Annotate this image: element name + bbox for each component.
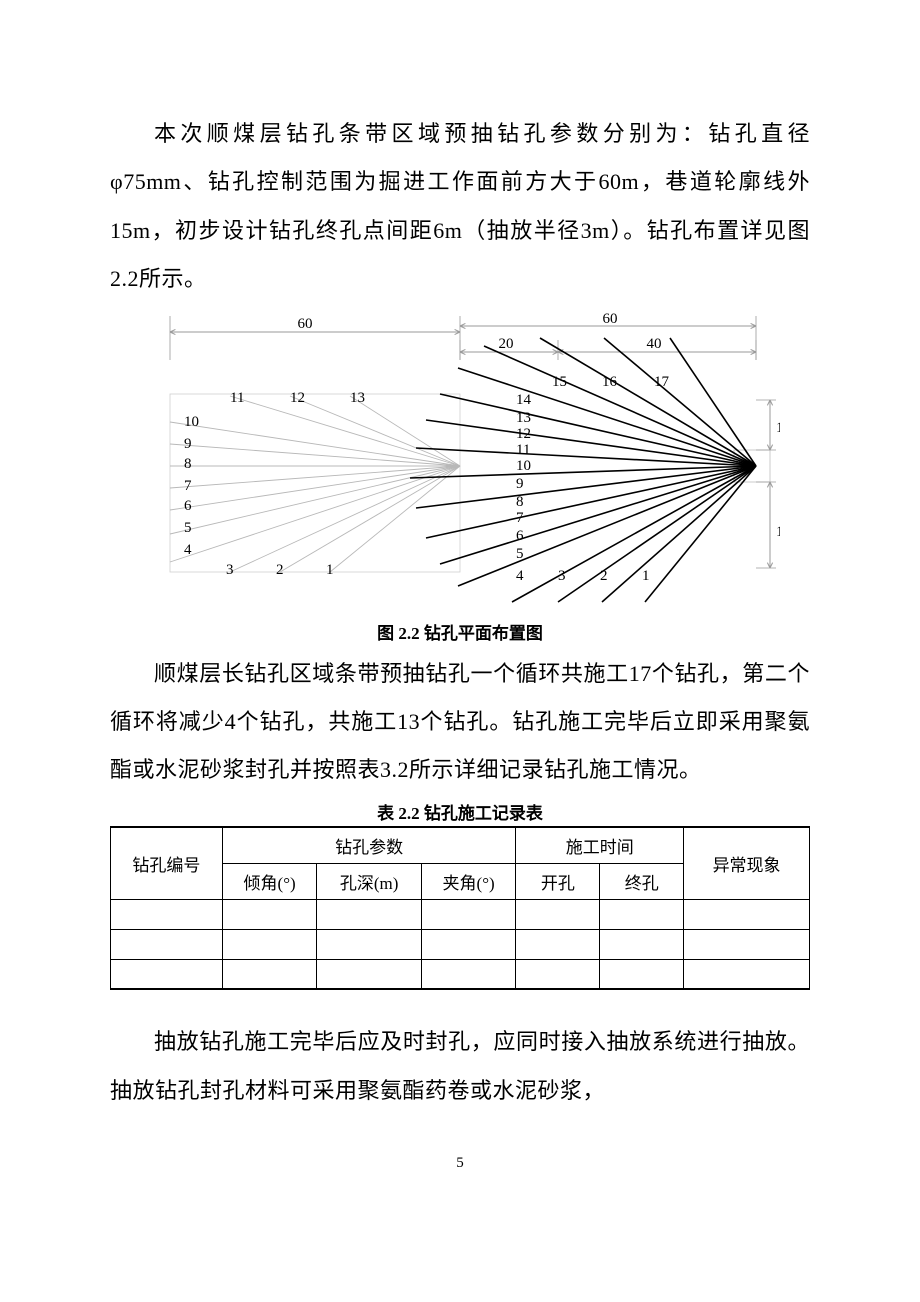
svg-text:13: 13 — [516, 410, 531, 426]
svg-text:9: 9 — [516, 476, 524, 492]
th-angle: 倾角(°) — [222, 863, 317, 899]
th-time: 施工时间 — [516, 827, 684, 864]
para-3: 抽放钻孔施工完毕后应及时封孔，应同时接入抽放系统进行抽放。抽放钻孔封孔材料可采用… — [110, 1018, 810, 1115]
table-row — [111, 899, 810, 929]
table-cell — [421, 929, 516, 959]
table-cell — [421, 899, 516, 929]
svg-text:20: 20 — [499, 336, 514, 352]
svg-text:8: 8 — [516, 494, 524, 510]
th-open: 开孔 — [516, 863, 600, 899]
table-header-row-1: 钻孔编号 钻孔参数 施工时间 异常现象 — [111, 827, 810, 864]
svg-text:13: 13 — [350, 390, 365, 406]
th-included: 夹角(°) — [421, 863, 516, 899]
svg-text:4: 4 — [184, 542, 192, 558]
svg-text:12: 12 — [290, 390, 305, 406]
th-end: 终孔 — [600, 863, 684, 899]
drill-layout-svg: 6060204015151234567891011121312345678910… — [140, 310, 780, 610]
table-cell — [421, 959, 516, 989]
svg-text:7: 7 — [516, 510, 524, 526]
figure-caption: 图 2.2 钻孔平面布置图 — [140, 619, 780, 644]
table-cell — [111, 929, 223, 959]
table-cell — [600, 959, 684, 989]
table-cell — [600, 929, 684, 959]
svg-text:60: 60 — [298, 316, 313, 332]
svg-text:40: 40 — [647, 336, 662, 352]
table-cell — [684, 929, 810, 959]
svg-text:15: 15 — [776, 524, 780, 540]
svg-text:11: 11 — [516, 442, 530, 458]
table-caption: 表 2.2 钻孔施工记录表 — [110, 799, 810, 824]
svg-text:6: 6 — [516, 528, 524, 544]
svg-text:8: 8 — [184, 456, 192, 472]
table-cell — [222, 959, 317, 989]
figure-2-2: 6060204015151234567891011121312345678910… — [140, 310, 780, 644]
table-head: 钻孔编号 钻孔参数 施工时间 异常现象 倾角(°) 孔深(m) 夹角(°) 开孔… — [111, 827, 810, 900]
svg-text:4: 4 — [516, 568, 524, 584]
svg-text:15: 15 — [552, 374, 567, 390]
th-hole-id: 钻孔编号 — [111, 827, 223, 900]
svg-text:6: 6 — [184, 498, 192, 514]
svg-text:10: 10 — [184, 414, 199, 430]
drill-record-table: 钻孔编号 钻孔参数 施工时间 异常现象 倾角(°) 孔深(m) 夹角(°) 开孔… — [110, 826, 810, 991]
table-cell — [600, 899, 684, 929]
table-cell — [516, 929, 600, 959]
th-params: 钻孔参数 — [222, 827, 516, 864]
svg-text:17: 17 — [654, 374, 670, 390]
svg-text:1: 1 — [642, 568, 650, 584]
table-cell — [516, 959, 600, 989]
svg-text:9: 9 — [184, 436, 192, 452]
svg-text:11: 11 — [230, 390, 244, 406]
svg-text:15: 15 — [776, 420, 780, 436]
table-row — [111, 929, 810, 959]
table-body — [111, 899, 810, 989]
table-cell — [222, 899, 317, 929]
svg-text:10: 10 — [516, 458, 531, 474]
table-cell — [684, 899, 810, 929]
svg-text:12: 12 — [516, 426, 531, 442]
table-cell — [317, 899, 421, 929]
svg-text:2: 2 — [276, 562, 284, 578]
svg-text:60: 60 — [603, 311, 618, 327]
svg-text:1: 1 — [326, 562, 334, 578]
para-1: 本次顺煤层钻孔条带区域预抽钻孔参数分别为：钻孔直径φ75mm、钻孔控制范围为掘进… — [110, 110, 810, 304]
para-2: 顺煤层长钻孔区域条带预抽钻孔一个循环共施工17个钻孔，第二个循环将减少4个钻孔，… — [110, 650, 810, 795]
svg-text:16: 16 — [602, 374, 618, 390]
th-depth: 孔深(m) — [317, 863, 421, 899]
table-cell — [111, 959, 223, 989]
th-anomaly: 异常现象 — [684, 827, 810, 900]
table-cell — [317, 959, 421, 989]
svg-text:5: 5 — [516, 546, 524, 562]
table-row — [111, 959, 810, 989]
page-number: 5 — [110, 1155, 810, 1172]
svg-text:7: 7 — [184, 478, 192, 494]
table-cell — [317, 929, 421, 959]
svg-text:14: 14 — [516, 392, 532, 408]
table-cell — [516, 899, 600, 929]
table-cell — [222, 929, 317, 959]
svg-text:5: 5 — [184, 520, 192, 536]
svg-text:3: 3 — [226, 562, 234, 578]
table-cell — [111, 899, 223, 929]
table-cell — [684, 959, 810, 989]
